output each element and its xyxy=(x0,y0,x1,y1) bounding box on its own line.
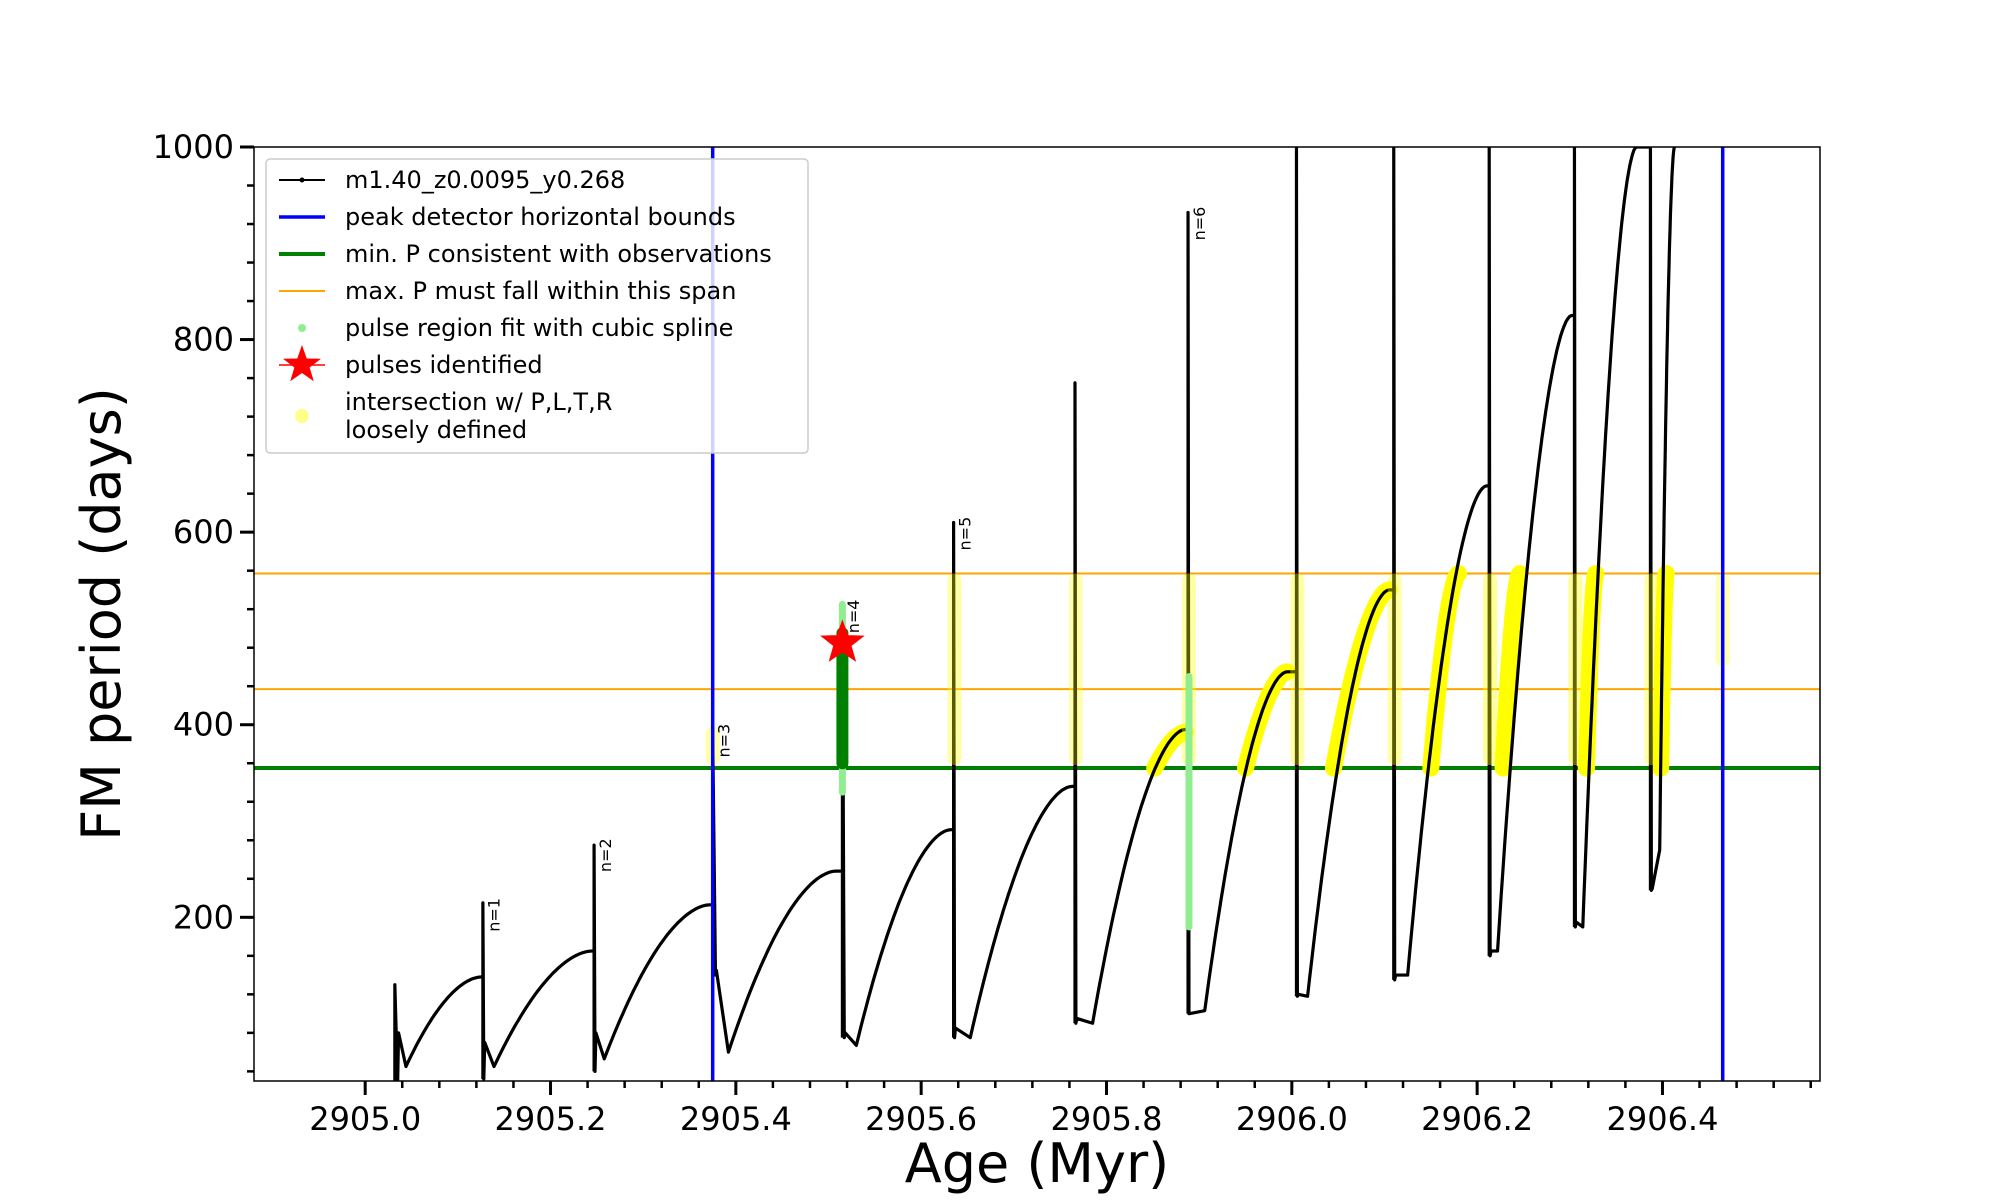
legend-handle-intersect xyxy=(295,409,309,423)
pulse-annotation-4: n=5 xyxy=(955,517,974,551)
pulse-annotation-3: n=4 xyxy=(844,600,863,634)
legend-handle-spline xyxy=(298,324,306,332)
legend-entry-hbounds: peak detector horizontal bounds xyxy=(345,203,736,231)
intersection-region-7 xyxy=(1568,573,1583,766)
y-tick-label-3: 800 xyxy=(173,321,234,359)
model-cycle-8 xyxy=(1294,147,1394,998)
legend: m1.40_z0.0095_y0.268 peak detector horiz… xyxy=(265,158,809,454)
intersection-arc-4 xyxy=(1494,565,1529,777)
pulse-annotation-2: n=3 xyxy=(714,724,733,758)
model-cycle-3 xyxy=(711,727,843,1054)
axes: 2905.0 2905.2 2905.4 2905.6 2905.8 2906.0 2906… xyxy=(153,128,1812,1138)
model-cycle-6 xyxy=(1073,381,1189,1025)
intersection-region-5 xyxy=(1387,573,1402,766)
x-tick-label-1: 2905.2 xyxy=(495,1100,607,1138)
legend-handle-model-marker xyxy=(299,177,305,183)
x-tick-label-3: 2905.6 xyxy=(865,1100,977,1138)
legend-entry-intersect-line-1: loosely defined xyxy=(345,416,527,444)
legend-entry-spline: pulse region fit with cubic spline xyxy=(345,314,733,342)
model-cycle-10 xyxy=(1487,147,1575,958)
y-tick-label-4: 1000 xyxy=(153,128,234,166)
intersection-arc-5 xyxy=(1578,565,1605,777)
model-cycle-2 xyxy=(592,843,713,1073)
intersection-region-6 xyxy=(1483,573,1498,766)
x-tick-label-6: 2906.2 xyxy=(1421,1100,1533,1138)
intersection-arc-3 xyxy=(1422,565,1468,777)
legend-entry-pulses: pulses identified xyxy=(345,351,543,379)
model-cycle-11 xyxy=(1572,147,1651,929)
x-tick-label-5: 2906.0 xyxy=(1236,1100,1348,1138)
legend-entry-minp: min. P consistent with observations xyxy=(345,240,772,268)
y-tick-label-1: 400 xyxy=(173,706,234,744)
x-tick-label-2: 2905.4 xyxy=(680,1100,792,1138)
legend-box xyxy=(265,158,809,454)
legend-entry-intersect: intersection w/ P,L,T,R loosely defined xyxy=(345,388,612,444)
x-tick-label-7: 2906.4 xyxy=(1606,1100,1718,1138)
x-axis-label: Age (Myr) xyxy=(905,1132,1170,1195)
legend-entry-intersect-line-0: intersection w/ P,L,T,R xyxy=(345,388,612,416)
intersection-region-4 xyxy=(1290,573,1305,766)
x-tick-label-4: 2905.8 xyxy=(1051,1100,1163,1138)
model-cycle-12 xyxy=(1648,147,1676,892)
model-cycle-9 xyxy=(1392,147,1490,982)
y-tick-label-0: 200 xyxy=(173,898,234,936)
model-cycle-4 xyxy=(840,602,954,1047)
legend-entry-maxspan: max. P must fall within this span xyxy=(345,277,736,305)
y-axis-label: FM period (days) xyxy=(70,387,133,841)
model-cycle-1 xyxy=(481,901,595,1081)
model-cycle-7 xyxy=(1186,210,1297,1016)
y-tick-label-2: 600 xyxy=(173,513,234,551)
legend-handle-pulses xyxy=(283,345,321,382)
pulse-annotation-1: n=2 xyxy=(596,838,615,872)
intersection-region-8 xyxy=(1644,573,1659,766)
model-cycle-5 xyxy=(952,520,1076,1040)
legend-entry-model: m1.40_z0.0095_y0.268 xyxy=(345,166,625,194)
pulse-star-0 xyxy=(820,619,865,662)
intersection-region-1 xyxy=(947,573,962,766)
model-cycle-0 xyxy=(393,975,483,1081)
x-tick-label-0: 2905.0 xyxy=(309,1100,421,1138)
legend-handles xyxy=(279,177,325,423)
intersection-region-2 xyxy=(1068,573,1083,766)
pulse-annotation-5: n=6 xyxy=(1190,207,1209,241)
pulse-annotation-0: n=1 xyxy=(485,898,504,932)
intersection-arc-1 xyxy=(1237,663,1296,777)
pulse-annotations: n=1 n=2 n=3 n=4 n=5 n=6 xyxy=(485,207,1209,932)
plot-area xyxy=(254,147,1820,1081)
plot-frame xyxy=(253,146,1821,1082)
